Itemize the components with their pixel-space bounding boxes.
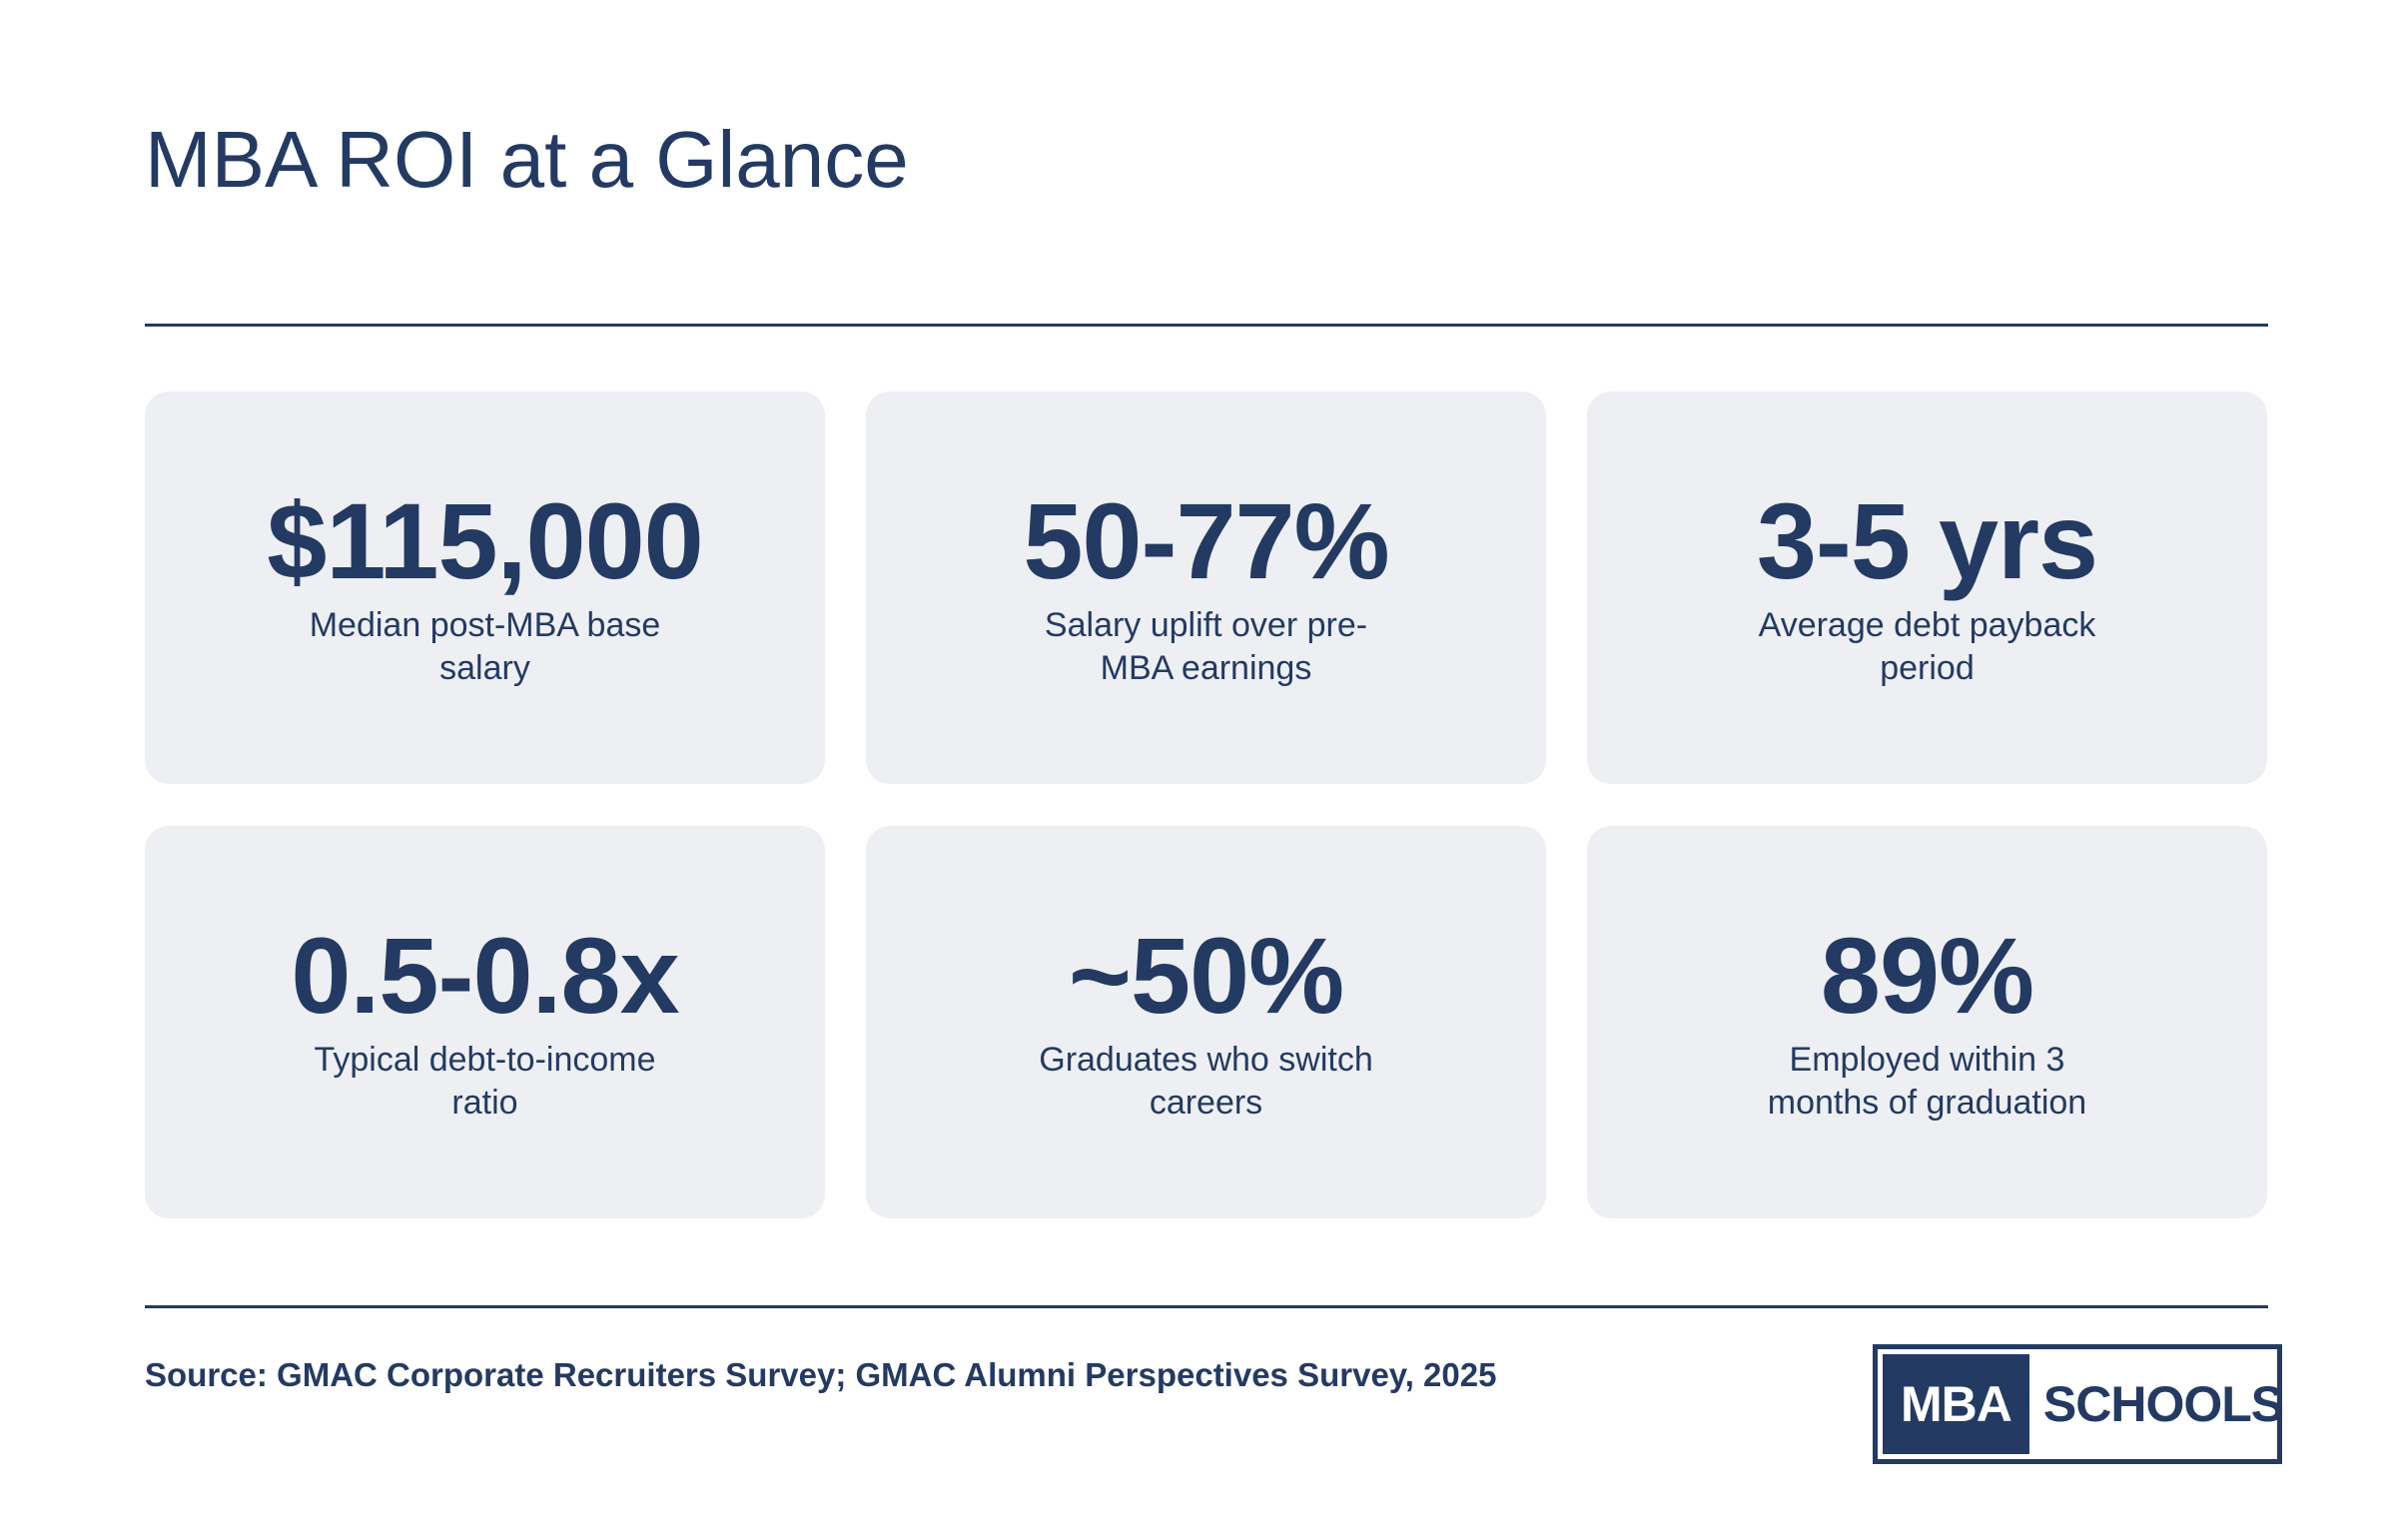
stat-value: 50-77% [1023,479,1389,601]
logo-schools-text: SCHOOLS [2042,1376,2284,1432]
stat-value: 3-5 yrs [1756,479,2098,601]
stat-value: 0.5-0.8x [291,914,679,1036]
stat-card-median-salary: $115,000 Median post-MBA base salary [145,391,825,784]
top-divider [145,324,2268,327]
stat-card-debt-to-income: 0.5-0.8x Typical debt-to-income ratio [145,826,825,1218]
stat-card-debt-payback: 3-5 yrs Average debt payback period [1587,391,2267,784]
stat-label: Employed within 3 months of graduation [1767,1040,2087,1122]
stat-label: Salary uplift over pre-MBA earnings [1044,605,1368,687]
stat-label: Graduates who switch careers [1039,1040,1373,1122]
logo-mba-text: MBA [1883,1354,2029,1454]
page-title: MBA ROI at a Glance [145,115,909,204]
stat-label: Average debt payback period [1758,605,2096,687]
stat-value: 89% [1820,914,2034,1036]
stats-grid: $115,000 Median post-MBA base salary 50-… [145,391,2268,1218]
stat-value: ~50% [1068,914,1344,1036]
mba-schools-logo: MBA SCHOOLS [1873,1344,2284,1464]
source-note: Source: GMAC Corporate Recruiters Survey… [145,1356,1497,1393]
stat-card-career-switch: ~50% Graduates who switch careers [866,826,1546,1218]
stat-card-employment-rate: 89% Employed within 3 months of graduati… [1587,826,2267,1218]
stat-label: Typical debt-to-income ratio [314,1040,656,1122]
stat-label: Median post-MBA base salary [309,605,661,687]
bottom-divider [145,1305,2268,1308]
stat-value: $115,000 [267,479,703,601]
stat-card-salary-uplift: 50-77% Salary uplift over pre-MBA earnin… [866,391,1546,784]
